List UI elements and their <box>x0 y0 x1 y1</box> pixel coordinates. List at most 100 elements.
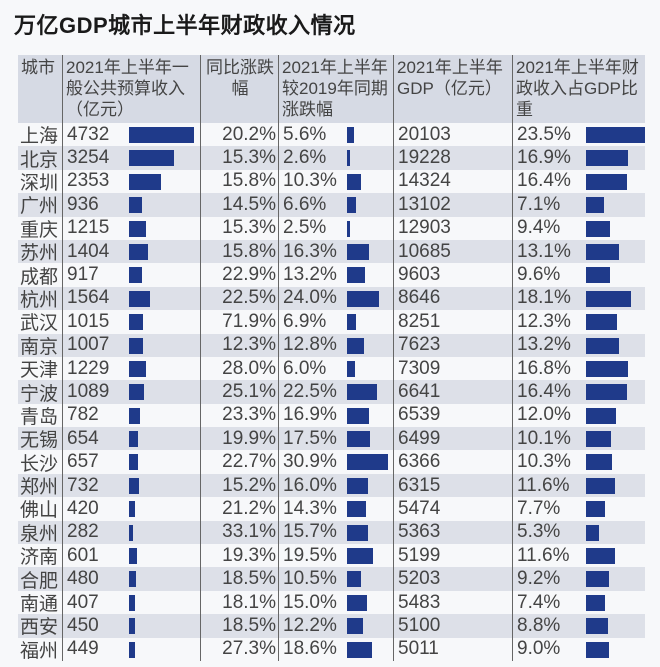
cell-gdp-text: 14324 <box>398 170 451 192</box>
cell-gdp: 8646 <box>393 286 512 311</box>
cell-vs-2019-text: 13.2% <box>283 264 337 286</box>
cell-ratio: 9.2% <box>512 567 645 591</box>
cell-gdp-text: 5011 <box>398 638 439 660</box>
value-bar <box>129 454 139 471</box>
table-row: 无锡 654 19.9% 17.5% 6499 10.1% <box>18 427 645 451</box>
cell-gdp: 5100 <box>393 614 512 638</box>
value-bar <box>586 548 616 565</box>
table-body: 上海 4732 20.2% 5.6% 20103 23.5% 北京 3254 15.3% 2.6%… <box>18 123 645 662</box>
cell-revenue-text: 4732 <box>67 123 110 145</box>
cell-city: 西安 <box>18 614 62 638</box>
cell-yoy-text: 19.9% <box>222 427 276 449</box>
cell-ratio-text: 9.4% <box>517 217 561 239</box>
cell-ratio-text: 16.9% <box>517 147 571 169</box>
cell-yoy: 22.5% <box>200 286 278 311</box>
cell-vs-2019: 6.0% <box>278 356 393 381</box>
table-row: 佛山 420 21.2% 14.3% 5474 7.7% <box>18 497 645 521</box>
cell-yoy: 20.2% <box>200 123 278 147</box>
table-row: 郑州 732 15.2% 16.0% 6315 11.6% <box>18 473 645 498</box>
cell-revenue: 782 <box>62 403 200 428</box>
cell-yoy: 22.7% <box>200 450 278 474</box>
cell-vs-2019-text: 24.0% <box>283 287 337 309</box>
value-bar <box>347 594 367 611</box>
cell-ratio-text: 7.7% <box>517 497 561 519</box>
cell-ratio: 8.8% <box>512 614 645 638</box>
cell-ratio: 12.0% <box>512 403 645 428</box>
value-bar <box>347 618 364 635</box>
cell-yoy: 18.1% <box>200 590 278 615</box>
cell-ratio-text: 23.5% <box>517 123 571 145</box>
cell-vs-2019-text: 16.9% <box>283 404 337 426</box>
cell-ratio: 11.6% <box>512 473 645 498</box>
value-bar <box>586 150 629 167</box>
cell-yoy: 15.8% <box>200 239 278 264</box>
cell-gdp: 6499 <box>393 427 512 451</box>
cell-revenue-text: 282 <box>67 521 99 543</box>
cell-gdp-text: 19228 <box>398 147 451 169</box>
cell-vs-2019-text: 18.6% <box>283 638 337 660</box>
cell-yoy-text: 27.3% <box>222 638 276 660</box>
cell-revenue: 1229 <box>62 356 200 381</box>
table-row: 济南 601 19.3% 19.5% 5199 11.6% <box>18 544 645 568</box>
value-bar <box>129 243 149 260</box>
cell-yoy-text: 71.9% <box>222 310 276 332</box>
cell-vs-2019: 16.3% <box>278 239 393 264</box>
cell-city: 深圳 <box>18 170 62 194</box>
cell-yoy: 12.3% <box>200 333 278 357</box>
cell-vs-2019: 16.0% <box>278 473 393 498</box>
cell-vs-2019: 15.7% <box>278 520 393 545</box>
header-vs-2019: 2021年上半年较2019年同期涨跌幅 <box>278 55 393 123</box>
cell-gdp: 9603 <box>393 263 512 287</box>
cell-city-text: 武汉 <box>20 313 59 335</box>
cell-city: 合肥 <box>18 567 62 592</box>
table-row: 杭州 1564 22.5% 24.0% 8646 18.1% <box>18 286 645 311</box>
value-bar <box>347 243 369 260</box>
cell-vs-2019-text: 10.5% <box>283 568 337 590</box>
cell-yoy: 28.0% <box>200 356 278 381</box>
cell-gdp-text: 5474 <box>398 497 441 519</box>
cell-ratio-text: 12.0% <box>517 404 571 426</box>
value-bar <box>129 618 136 635</box>
value-bar <box>129 267 142 284</box>
cell-gdp-text: 5199 <box>398 544 441 566</box>
cell-ratio-text: 13.2% <box>517 334 571 356</box>
cell-vs-2019-text: 30.9% <box>283 451 337 473</box>
cell-ratio-text: 10.1% <box>517 427 571 449</box>
cell-revenue: 4732 <box>62 123 200 147</box>
cell-vs-2019-text: 6.9% <box>283 310 327 332</box>
value-bar <box>586 594 605 611</box>
cell-revenue-text: 450 <box>67 614 99 636</box>
cell-revenue: 601 <box>62 544 200 568</box>
cell-gdp: 20103 <box>393 123 512 147</box>
cell-ratio: 11.6% <box>512 544 645 568</box>
cell-city: 泉州 <box>18 521 62 545</box>
cell-yoy-text: 15.3% <box>222 217 276 239</box>
cell-vs-2019-text: 6.0% <box>283 357 327 379</box>
value-bar <box>586 571 610 588</box>
cell-ratio-text: 7.4% <box>517 591 561 613</box>
cell-ratio: 9.4% <box>512 216 645 240</box>
value-bar <box>586 314 617 331</box>
value-bar <box>347 548 373 565</box>
cell-yoy-text: 22.9% <box>222 264 276 286</box>
value-bar <box>347 360 355 377</box>
cell-yoy-text: 19.3% <box>222 544 276 566</box>
table-row: 长沙 657 22.7% 30.9% 6366 10.3% <box>18 450 645 475</box>
value-bar <box>129 173 162 190</box>
cell-city-text: 宁波 <box>20 383 59 405</box>
cell-ratio: 7.7% <box>512 497 645 521</box>
cell-vs-2019-text: 22.5% <box>283 380 337 402</box>
cell-gdp-text: 20103 <box>398 123 451 145</box>
cell-city-text: 合肥 <box>20 570 59 592</box>
table-row: 合肥 480 18.5% 10.5% 5203 9.2% <box>18 567 645 592</box>
cell-city: 杭州 <box>18 287 62 311</box>
cell-vs-2019: 6.9% <box>278 310 393 334</box>
value-bar <box>347 314 357 331</box>
cell-ratio: 12.3% <box>512 310 645 334</box>
value-bar <box>586 618 609 635</box>
header-yoy: 同比涨跌幅 <box>200 55 278 123</box>
value-bar <box>347 384 377 401</box>
cell-vs-2019: 10.5% <box>278 567 393 591</box>
value-bar <box>129 360 146 377</box>
cell-vs-2019-text: 15.7% <box>283 521 337 543</box>
